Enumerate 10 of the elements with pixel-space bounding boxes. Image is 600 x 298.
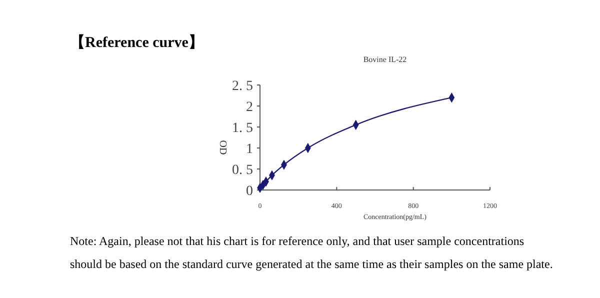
y-tick-label: 2: [246, 100, 253, 115]
text: Note: Again, please not that his chart is for reference only, and that user sample concentrations should be based on the standard curve generated at the same time as their samples on the same plate.: [70, 234, 553, 271]
y-tick-label: 0: [246, 184, 253, 199]
y-tick-label: 1: [246, 142, 253, 157]
y-axis-title: OD: [217, 140, 228, 155]
y-tick-label: 2. 5: [232, 79, 253, 94]
chart-title: Bovine IL-22: [363, 55, 407, 64]
y-tick-label: 0. 5: [232, 163, 253, 178]
y-tick-label: 1. 5: [232, 121, 253, 136]
text: 【Reference curve】: [70, 34, 204, 51]
